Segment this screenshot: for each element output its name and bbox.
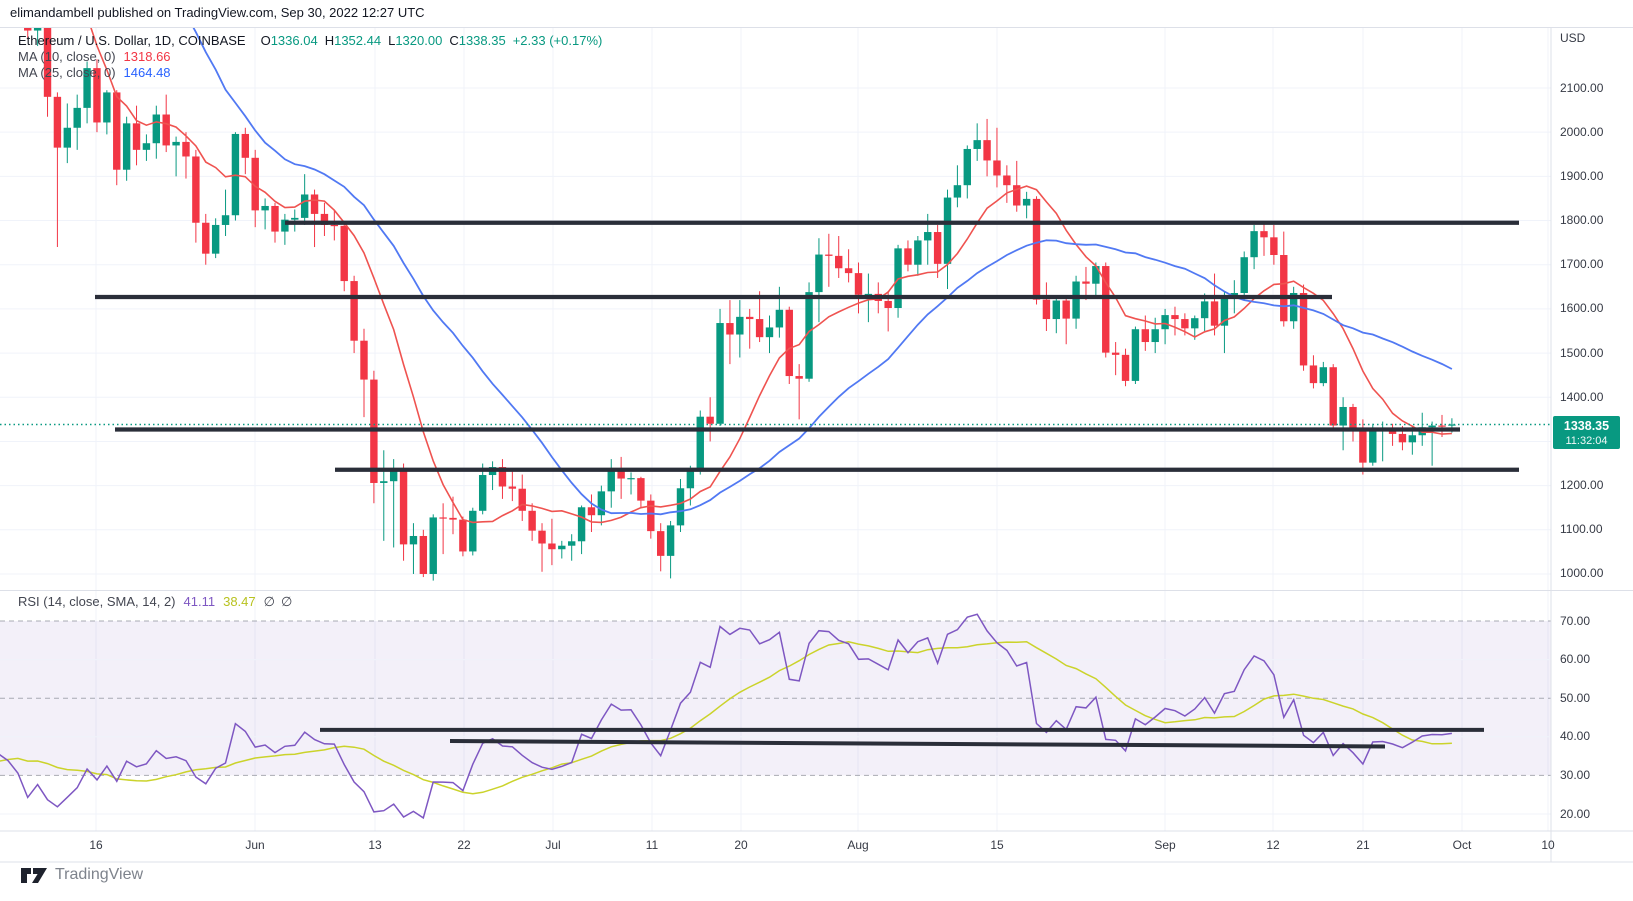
rsi-band-value-1: ∅ <box>263 594 275 609</box>
rsi-sma-line <box>0 640 1452 795</box>
last-price-tag: 1338.35 11:32:04 <box>1553 416 1620 449</box>
time-tick-label: 22 <box>457 838 471 852</box>
price-tick-label: 2100.00 <box>1560 80 1604 95</box>
rsi-tick-label: 60.00 <box>1560 652 1591 667</box>
rsi-label: RSI (14, close, SMA, 14, 2) <box>18 594 176 609</box>
time-tick-label: Aug <box>847 838 869 852</box>
time-tick-label: 12 <box>1266 838 1280 852</box>
tradingview-wordmark: TradingView <box>55 866 144 883</box>
price-tick-label: 1000.00 <box>1560 566 1604 581</box>
time-tick-label: 21 <box>1356 838 1370 852</box>
time-tick-label: 15 <box>990 838 1004 852</box>
ohlc-values: O1336.04 H1352.44 L1320.00 C1338.35 <box>254 33 506 48</box>
rsi-tick-label: 70.00 <box>1560 613 1591 628</box>
price-tick-label: 2000.00 <box>1560 124 1604 139</box>
ohlc-key: C <box>449 33 459 48</box>
ohlc-value: 1352.44 <box>334 33 382 48</box>
legend-ma25-row[interactable]: MA (25, close, 0) 1464.48 <box>18 65 602 80</box>
last-price-value: 1338.35 <box>1563 419 1610 433</box>
legend: Ethereum / U.S. Dollar, 1D, COINBASE O133… <box>18 33 602 81</box>
legend-ma10-row[interactable]: MA (10, close, 0) 1318.66 <box>18 49 602 64</box>
ma10-value: 1318.66 <box>123 49 171 64</box>
price-tick-label: 1900.00 <box>1560 168 1604 183</box>
rsi-tick-label: 40.00 <box>1560 729 1591 744</box>
ma25-line <box>192 27 1453 516</box>
time-tick-label: 20 <box>734 838 748 852</box>
legend-symbol-row[interactable]: Ethereum / U.S. Dollar, 1D, COINBASE O133… <box>18 33 602 48</box>
rsi-signal-value: 38.47 <box>223 594 256 609</box>
currency-label: USD <box>1560 31 1586 45</box>
rsi-legend-row[interactable]: RSI (14, close, SMA, 14, 2) 41.11 38.47 ∅ ∅ <box>18 594 298 610</box>
time-tick-label: 10 <box>1541 838 1555 852</box>
trendlines[interactable] <box>95 220 1519 749</box>
price-tick-label: 1700.00 <box>1560 257 1604 272</box>
rsi-value: 41.11 <box>183 594 216 609</box>
time-tick-label: Jun <box>245 838 265 852</box>
time-tick-label: 16 <box>89 838 103 852</box>
rsi-band-value-2: ∅ <box>280 594 293 609</box>
price-tick-label: 1200.00 <box>1560 478 1604 493</box>
rsi-tick-label: 30.00 <box>1560 767 1591 782</box>
ohlc-value: 1336.04 <box>270 33 318 48</box>
tradingview-logo-link[interactable]: TradingView <box>20 866 143 884</box>
ohlc-value: 1338.35 <box>458 33 506 48</box>
ma10-label: MA (10, close, 0) <box>18 49 116 64</box>
time-tick-label: 11 <box>645 838 659 852</box>
ohlc-key: L <box>388 33 396 48</box>
symbol-title[interactable]: Ethereum / U.S. Dollar, 1D, COINBASE <box>18 33 246 48</box>
rsi-tick-label: 50.00 <box>1560 690 1591 705</box>
price-tick-label: 1400.00 <box>1560 389 1604 404</box>
ma25-label: MA (25, close, 0) <box>18 65 116 80</box>
price-tick-label: 1500.00 <box>1560 345 1604 360</box>
price-tick-label: 1800.00 <box>1560 213 1604 228</box>
pane-separators <box>0 27 1633 863</box>
moving-average-lines <box>90 27 1453 524</box>
rsi-line <box>0 613 1453 820</box>
attribution-line: elimandambell published on TradingView.c… <box>10 5 425 20</box>
rsi-trendline <box>449 739 1386 749</box>
rsi-tick-label: 20.00 <box>1560 806 1591 821</box>
time-tick-label: Jul <box>545 838 561 852</box>
ma25-value: 1464.48 <box>123 65 171 80</box>
time-tick-label: 13 <box>368 838 382 852</box>
price-tick-label: 1100.00 <box>1560 522 1603 537</box>
candles-series <box>24 27 1456 581</box>
bar-countdown-timer: 11:32:04 <box>1565 434 1608 447</box>
time-tick-label: Oct <box>1452 838 1472 852</box>
time-tick-label: Sep <box>1154 838 1176 852</box>
rsi-band <box>0 620 1551 815</box>
price-tick-label: 1600.00 <box>1560 301 1604 316</box>
tradingview-icon <box>21 867 47 883</box>
ohlc-key: H <box>324 33 335 48</box>
rsi-lines <box>0 613 1453 820</box>
change-value: +2.33 (+0.17%) <box>512 33 603 48</box>
ma10-line <box>90 27 1452 524</box>
ohlc-key: O <box>260 33 271 48</box>
ohlc-value: 1320.00 <box>395 33 443 48</box>
